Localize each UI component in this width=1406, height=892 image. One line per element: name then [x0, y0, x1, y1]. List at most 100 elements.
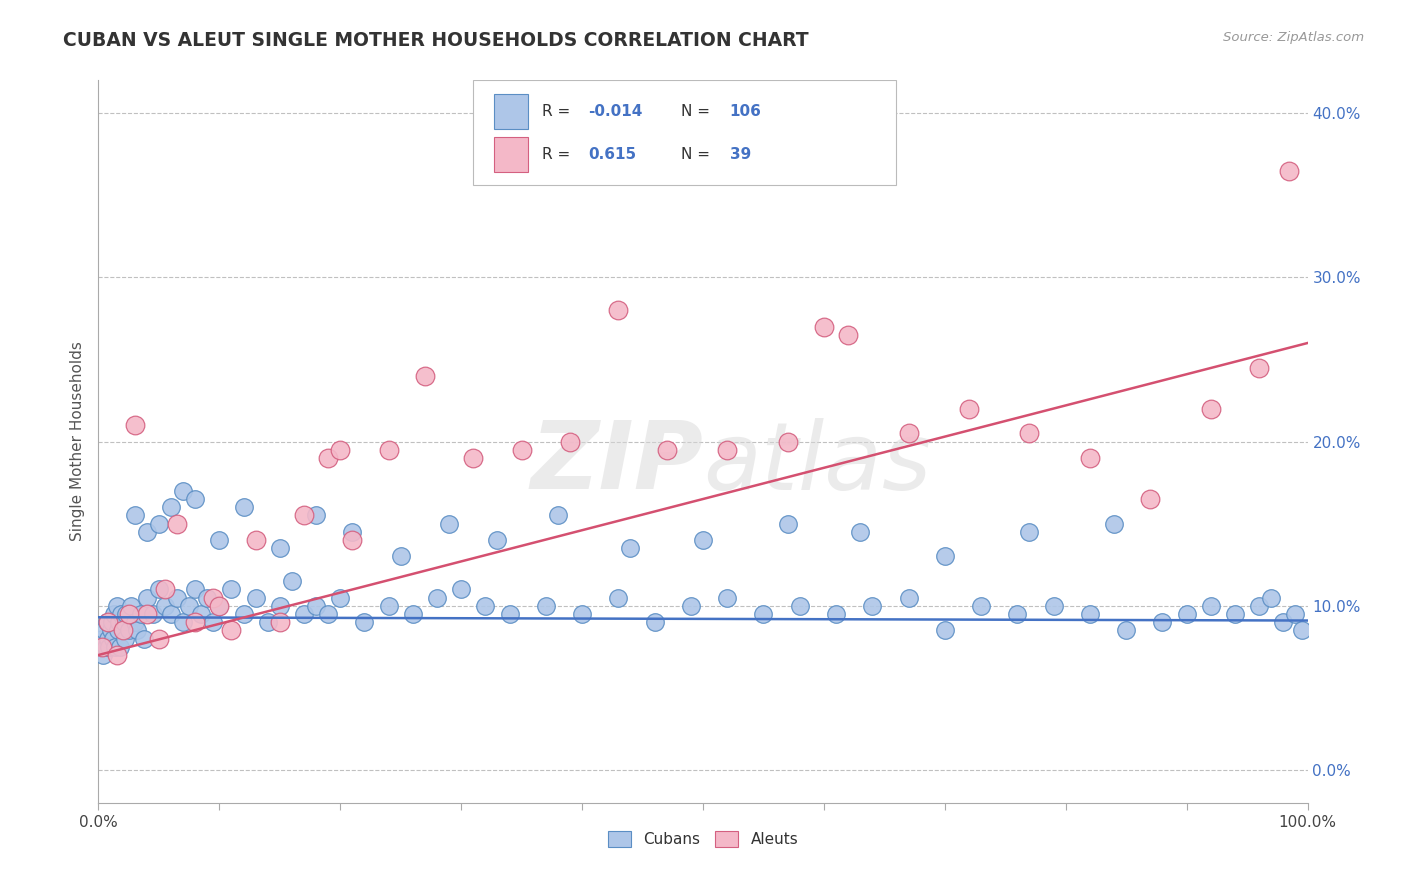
- Point: [195, 591, 218, 605]
- Point: [148, 632, 170, 646]
- Point: [752, 607, 775, 621]
- Point: [134, 632, 156, 646]
- Y-axis label: Single Mother Households: Single Mother Households: [70, 342, 86, 541]
- Point: [232, 500, 254, 515]
- Point: [100, 615, 122, 630]
- Point: [202, 591, 225, 605]
- Point: [100, 624, 122, 638]
- Text: R =: R =: [543, 147, 575, 162]
- Point: [1199, 599, 1222, 613]
- Point: [426, 591, 449, 605]
- Point: [558, 434, 581, 449]
- Point: [1078, 607, 1101, 621]
- Point: [91, 648, 114, 662]
- Point: [934, 624, 956, 638]
- Point: [98, 640, 121, 654]
- Point: [129, 607, 152, 621]
- Point: [607, 591, 630, 605]
- Point: [124, 418, 146, 433]
- Point: [776, 434, 799, 449]
- Point: [1249, 599, 1271, 613]
- Point: [208, 599, 231, 613]
- Point: [413, 368, 436, 383]
- Point: [135, 524, 157, 539]
- Point: [934, 549, 956, 564]
- Point: [377, 599, 399, 613]
- Point: [160, 607, 183, 621]
- Point: [692, 533, 714, 547]
- Point: [112, 615, 135, 630]
- Point: [474, 599, 496, 613]
- Point: [166, 516, 188, 531]
- Point: [292, 607, 315, 621]
- Point: [389, 549, 412, 564]
- Point: [135, 607, 157, 621]
- Point: [245, 591, 267, 605]
- Point: [184, 491, 207, 506]
- Text: ZIP: ZIP: [530, 417, 703, 509]
- Point: [619, 541, 641, 556]
- Point: [316, 450, 339, 465]
- FancyBboxPatch shape: [494, 137, 527, 172]
- Point: [547, 508, 569, 523]
- Point: [860, 599, 883, 613]
- Point: [1018, 524, 1040, 539]
- Point: [1284, 607, 1306, 621]
- Point: [97, 632, 120, 646]
- FancyBboxPatch shape: [494, 94, 527, 128]
- Point: [91, 632, 114, 646]
- Point: [486, 533, 509, 547]
- Point: [450, 582, 472, 597]
- Point: [776, 516, 799, 531]
- Point: [957, 401, 980, 416]
- Point: [1152, 615, 1174, 630]
- Point: [1018, 426, 1040, 441]
- Point: [498, 607, 520, 621]
- Legend: Cubans, Aleuts: Cubans, Aleuts: [602, 825, 804, 853]
- Point: [153, 599, 176, 613]
- Point: [115, 607, 138, 621]
- Point: [208, 533, 231, 547]
- Point: [716, 442, 738, 457]
- Point: [221, 624, 243, 638]
- Point: [716, 591, 738, 605]
- Point: [166, 591, 188, 605]
- Point: [825, 607, 848, 621]
- Point: [463, 450, 485, 465]
- Point: [607, 303, 630, 318]
- Point: [970, 599, 993, 613]
- Point: [1291, 624, 1313, 638]
- Point: [571, 607, 593, 621]
- Point: [281, 574, 304, 588]
- Point: [510, 442, 533, 457]
- Point: [316, 607, 339, 621]
- Point: [110, 607, 132, 621]
- Text: 106: 106: [730, 103, 762, 119]
- Point: [1139, 491, 1161, 506]
- Point: [837, 327, 859, 342]
- Point: [142, 607, 165, 621]
- Point: [111, 624, 134, 638]
- Text: Source: ZipAtlas.com: Source: ZipAtlas.com: [1223, 31, 1364, 45]
- Point: [245, 533, 267, 547]
- Point: [1272, 615, 1295, 630]
- Point: [111, 624, 134, 638]
- Point: [1199, 401, 1222, 416]
- Point: [789, 599, 811, 613]
- Point: [1249, 360, 1271, 375]
- Point: [94, 640, 117, 654]
- Point: [269, 541, 291, 556]
- Point: [1007, 607, 1029, 621]
- Point: [104, 640, 127, 654]
- Point: [105, 648, 128, 662]
- Point: [153, 582, 176, 597]
- Point: [97, 615, 120, 630]
- Point: [353, 615, 375, 630]
- Point: [118, 607, 141, 621]
- Point: [1223, 607, 1246, 621]
- Point: [402, 607, 425, 621]
- Point: [101, 632, 124, 646]
- Text: CUBAN VS ALEUT SINGLE MOTHER HOUSEHOLDS CORRELATION CHART: CUBAN VS ALEUT SINGLE MOTHER HOUSEHOLDS …: [63, 31, 808, 50]
- Point: [1175, 607, 1198, 621]
- FancyBboxPatch shape: [474, 80, 897, 185]
